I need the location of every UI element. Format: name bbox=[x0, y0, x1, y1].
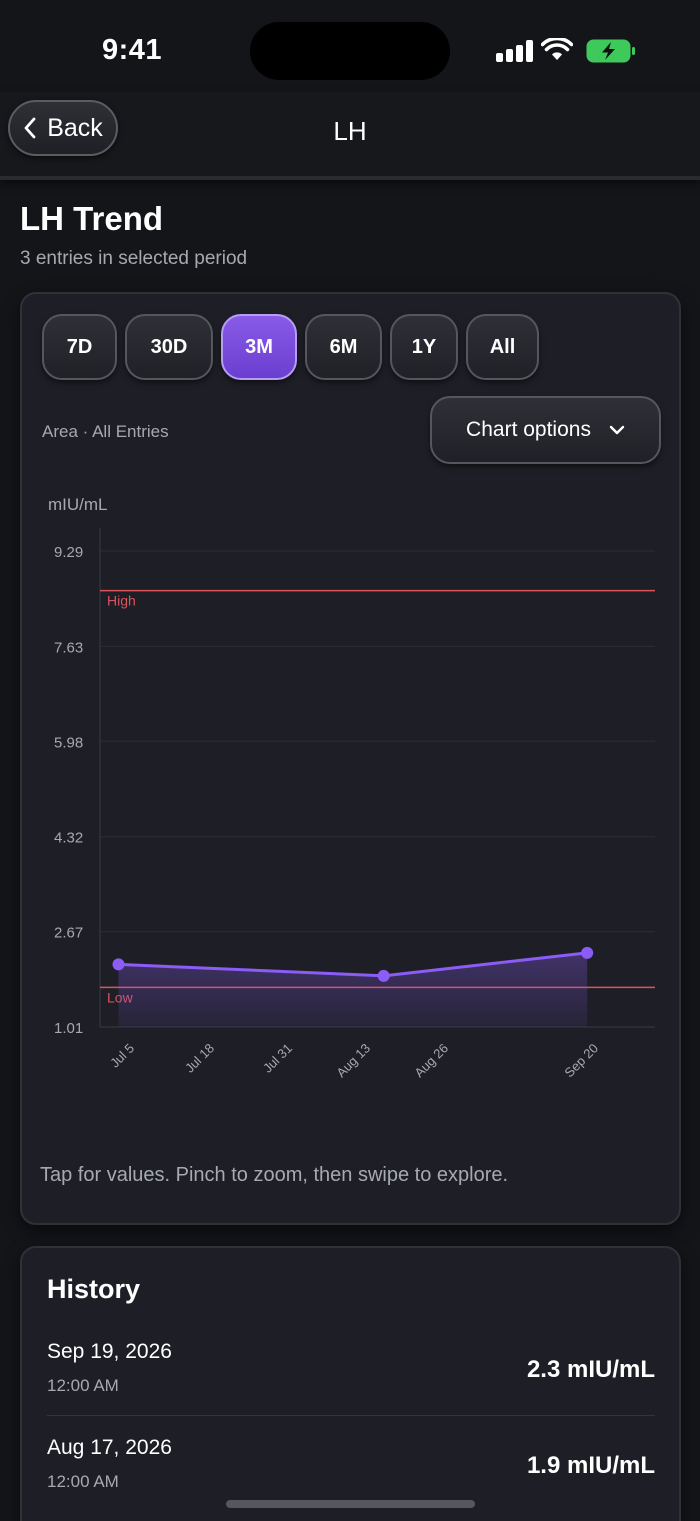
x-tick-label: Aug 26 bbox=[411, 1041, 451, 1081]
y-tick-label: 2.67 bbox=[54, 925, 83, 942]
chevron-left-icon bbox=[24, 117, 36, 139]
chart-options-button[interactable]: Chart options bbox=[430, 396, 661, 464]
history-row[interactable]: Sep 19, 2026 12:00 AM 2.3 mIU/mL bbox=[47, 1320, 655, 1415]
home-indicator bbox=[226, 1500, 475, 1508]
x-tick-label: Jul 18 bbox=[182, 1041, 217, 1076]
y-tick-label: 1.01 bbox=[54, 1020, 83, 1037]
range-all-button[interactable]: All bbox=[466, 314, 539, 380]
data-point bbox=[377, 969, 390, 982]
history-card: History Sep 19, 2026 12:00 AM 2.3 mIU/mL… bbox=[20, 1246, 681, 1521]
data-point bbox=[112, 958, 125, 971]
history-time: 12:00 AM bbox=[47, 1376, 119, 1395]
status-bar: 9:41 bbox=[0, 0, 700, 100]
page-subtitle: 3 entries in selected period bbox=[20, 248, 248, 269]
history-row[interactable]: Aug 17, 2026 12:00 AM 1.9 mIU/mL bbox=[47, 1415, 655, 1510]
navigation-bar: Back LH bbox=[0, 92, 700, 180]
y-tick-label: 5.98 bbox=[54, 734, 83, 751]
x-tick-label: Aug 13 bbox=[333, 1041, 373, 1081]
status-time: 9:41 bbox=[102, 34, 163, 66]
y-axis-label: mIU/mL bbox=[48, 495, 108, 514]
history-value: 1.9 mIU/mL bbox=[526, 1452, 655, 1479]
range-30d-button[interactable]: 30D bbox=[125, 314, 213, 380]
chart-mode-label: Area · All Entries bbox=[42, 422, 169, 441]
range-7d-button[interactable]: 7D bbox=[42, 314, 117, 380]
x-tick-label: Sep 20 bbox=[561, 1041, 601, 1081]
chart-options-label: Chart options bbox=[466, 418, 591, 441]
chart-hint: Tap for values. Pinch to zoom, then swip… bbox=[40, 1164, 509, 1186]
cellular-signal-icon bbox=[496, 40, 536, 62]
battery-charging-icon bbox=[586, 39, 635, 63]
x-tick-label: Jul 31 bbox=[260, 1041, 295, 1076]
wifi-icon bbox=[541, 38, 573, 60]
nav-title: LH bbox=[333, 116, 367, 146]
series-area bbox=[118, 952, 588, 1027]
dynamic-island bbox=[250, 22, 450, 80]
chevron-down-icon bbox=[609, 425, 625, 435]
range-1y-button[interactable]: 1Y bbox=[390, 314, 458, 380]
history-value: 2.3 mIU/mL bbox=[526, 1356, 655, 1383]
history-date: Aug 17, 2026 bbox=[47, 1436, 172, 1459]
x-tick-label: Jul 5 bbox=[107, 1041, 137, 1071]
back-label: Back bbox=[47, 113, 103, 142]
data-point bbox=[581, 946, 594, 959]
history-time: 12:00 AM bbox=[47, 1472, 119, 1491]
chart-card: 7D 30D 3M 6M 1Y All Area · All Entries C… bbox=[20, 292, 681, 1225]
history-title: History bbox=[47, 1274, 141, 1304]
back-button[interactable]: Back bbox=[8, 100, 118, 156]
reference-label-high: High bbox=[107, 593, 136, 609]
page-title: LH Trend bbox=[20, 200, 164, 237]
range-6m-button[interactable]: 6M bbox=[305, 314, 382, 380]
lh-trend-chart[interactable]: mIU/mL9.297.635.984.322.671.01HighLowJul… bbox=[2, 2, 700, 1202]
range-3m-button[interactable]: 3M bbox=[221, 314, 297, 380]
y-tick-label: 9.29 bbox=[54, 544, 83, 561]
history-date: Sep 19, 2026 bbox=[47, 1340, 172, 1363]
y-tick-label: 7.63 bbox=[54, 639, 83, 656]
y-tick-label: 4.32 bbox=[54, 830, 83, 847]
